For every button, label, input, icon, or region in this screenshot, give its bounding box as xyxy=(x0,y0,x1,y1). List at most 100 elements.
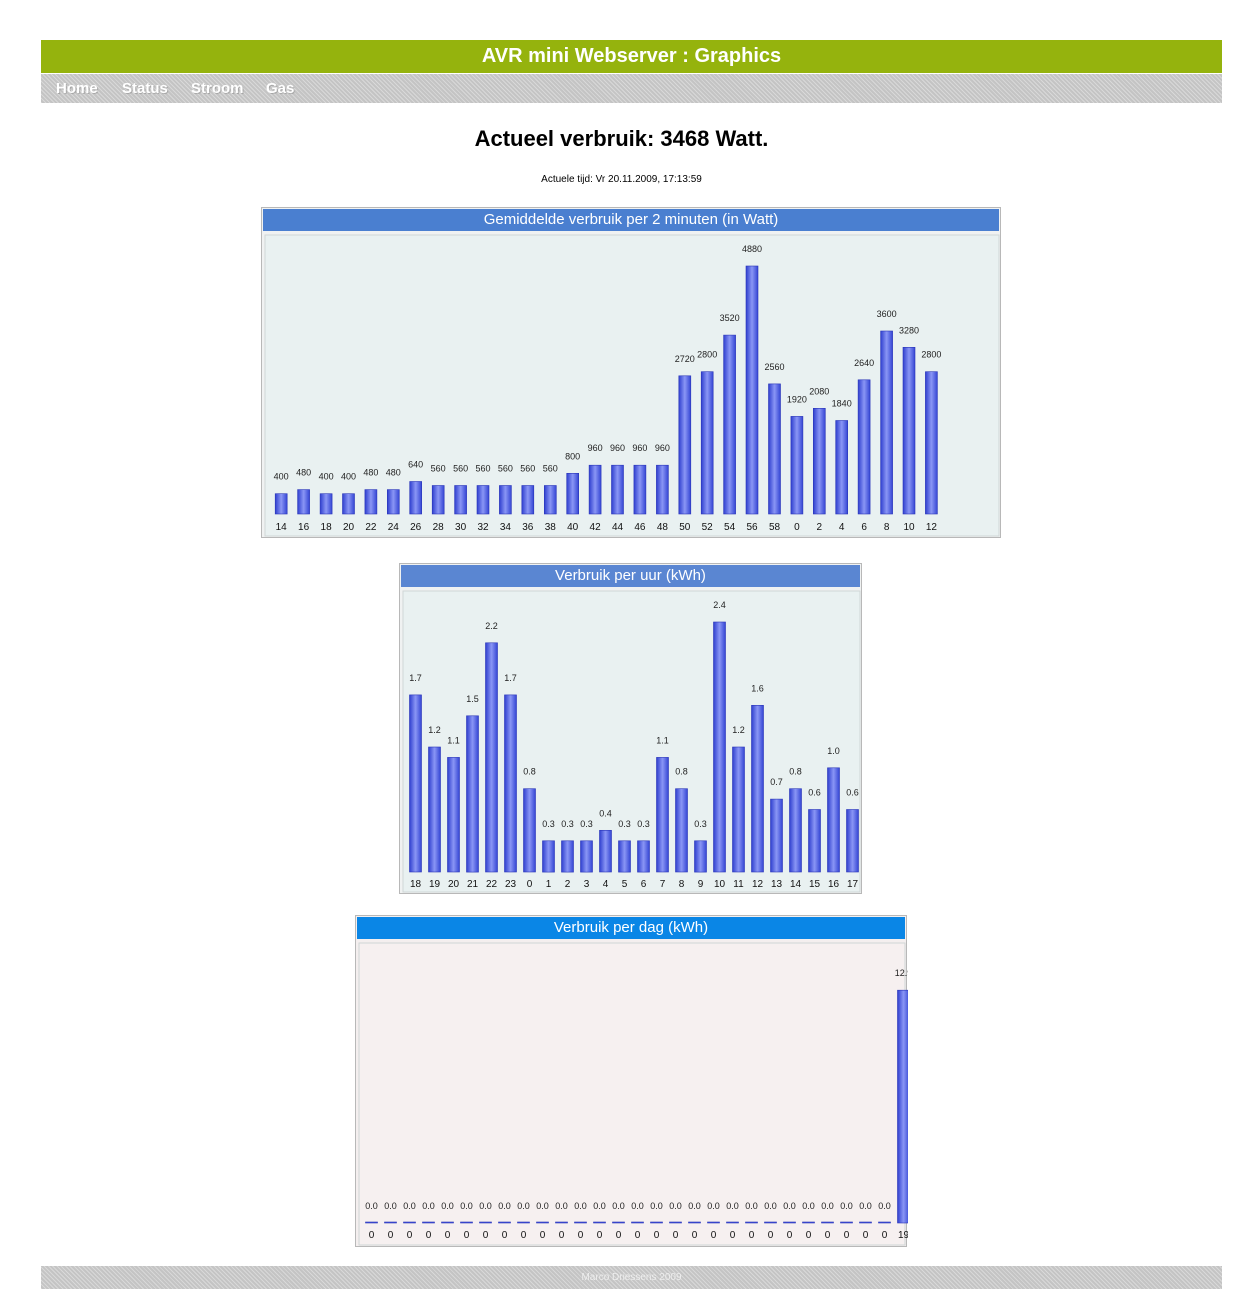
bar-value-label: 0.0 xyxy=(479,1201,492,1211)
category-label: 4 xyxy=(839,522,845,533)
nav-link-home[interactable]: Home xyxy=(56,80,98,97)
bar-value-label: 0.0 xyxy=(726,1201,739,1211)
nav-bar: Home Status Stroom Gas xyxy=(41,74,1222,103)
nav-link-stroom[interactable]: Stroom xyxy=(191,80,244,97)
chart-bar xyxy=(821,1221,834,1224)
bar-value-label: 560 xyxy=(475,464,490,474)
bar-value-label: 2.2 xyxy=(485,621,498,631)
bar-value-label: 0.3 xyxy=(542,819,555,829)
category-label: 2 xyxy=(565,879,571,890)
bar-value-label: 400 xyxy=(319,472,334,482)
category-label: 19 xyxy=(429,879,441,890)
chart-bar xyxy=(441,1221,454,1224)
category-label: 48 xyxy=(657,522,669,533)
bar-value-label: 0.6 xyxy=(808,788,821,798)
category-label: 0 xyxy=(388,1230,394,1241)
chart-bar xyxy=(768,383,781,515)
category-label: 5 xyxy=(622,879,628,890)
category-label: 10 xyxy=(903,522,915,533)
category-label: 13 xyxy=(771,879,783,890)
category-label: 18 xyxy=(410,879,422,890)
bar-value-label: 2080 xyxy=(809,386,829,396)
nav-link-status[interactable]: Status xyxy=(122,80,168,97)
category-label: 0 xyxy=(426,1230,432,1241)
page-title: AVR mini Webserver : Graphics xyxy=(41,40,1222,73)
chart-bar xyxy=(561,840,574,873)
chart-bar xyxy=(827,767,840,873)
category-label: 0 xyxy=(730,1230,736,1241)
chart-bar xyxy=(479,1221,492,1224)
category-label: 0 xyxy=(521,1230,527,1241)
bar-value-label: 0.0 xyxy=(707,1201,720,1211)
bar-value-label: 0.0 xyxy=(498,1201,511,1211)
chart-bar xyxy=(409,694,422,873)
bar-value-label: 960 xyxy=(588,443,603,453)
category-label: 0 xyxy=(787,1230,793,1241)
category-label: 2 xyxy=(817,522,823,533)
category-label: 0 xyxy=(692,1230,698,1241)
chart-bar xyxy=(880,330,893,515)
bar-value-label: 0.0 xyxy=(422,1201,435,1211)
category-label: 7 xyxy=(660,879,666,890)
bar-value-label: 0.0 xyxy=(536,1201,549,1211)
chart-bar xyxy=(637,840,650,873)
chart-bar xyxy=(612,1221,625,1224)
bar-value-label: 0.8 xyxy=(523,767,536,777)
bar-value-label: 3520 xyxy=(720,313,740,323)
category-label: 0 xyxy=(768,1230,774,1241)
chart-bar xyxy=(466,715,479,873)
chart-bar xyxy=(476,485,490,515)
category-label: 24 xyxy=(388,522,400,533)
chart-bar xyxy=(631,1221,644,1224)
chart-bar xyxy=(499,485,512,515)
chart-bar xyxy=(694,840,707,873)
current-time-text: Actuele tijd: Vr 20.11.2009, 17:13:59 xyxy=(541,174,702,185)
category-label: 18 xyxy=(321,522,333,533)
chart-bar xyxy=(599,829,612,873)
bar-value-label: 1.6 xyxy=(751,683,764,693)
chart-bar xyxy=(688,1221,701,1224)
bar-value-label: 1.1 xyxy=(656,735,669,745)
chart-bar xyxy=(431,485,445,515)
bar-value-label: 2.4 xyxy=(713,600,726,610)
chart-bar xyxy=(802,1221,815,1224)
chart-bar xyxy=(700,371,714,515)
chart-bar xyxy=(723,334,736,515)
bar-value-label: 4880 xyxy=(742,244,762,254)
bar-value-label: 0.6 xyxy=(846,788,859,798)
chart-plot: 4001448016400184002048022480246402656028… xyxy=(264,234,1000,537)
bar-value-label: 0.0 xyxy=(650,1201,663,1211)
current-usage-heading: Actueel verbruik: 3468 Watt. xyxy=(474,126,769,151)
chart-bar xyxy=(409,481,422,515)
category-label: 40 xyxy=(567,522,579,533)
category-label: 8 xyxy=(679,879,685,890)
chart-bar xyxy=(555,1221,568,1224)
chart-bar xyxy=(485,642,498,873)
category-label: 26 xyxy=(410,522,422,533)
bar-value-label: 0.0 xyxy=(688,1201,701,1211)
chart-bar xyxy=(364,489,378,515)
bar-value-label: 1.0 xyxy=(827,746,840,756)
bar-value-label: 960 xyxy=(632,443,647,453)
bar-value-label: 0.0 xyxy=(441,1201,454,1211)
category-label: 11 xyxy=(733,879,744,890)
category-label: 56 xyxy=(746,522,758,533)
chart-bar xyxy=(593,1221,606,1224)
chart-bar xyxy=(726,1221,739,1224)
bar-value-label: 0.0 xyxy=(555,1201,568,1211)
bar-value-label: 0.0 xyxy=(783,1201,796,1211)
category-label: 0 xyxy=(464,1230,470,1241)
category-label: 44 xyxy=(612,522,624,533)
category-label: 0 xyxy=(502,1230,508,1241)
category-label: 0 xyxy=(806,1230,812,1241)
bar-value-label: 2640 xyxy=(854,358,874,368)
chart-bar xyxy=(618,840,631,873)
nav-link-gas[interactable]: Gas xyxy=(266,80,295,97)
chart-bar xyxy=(611,464,624,515)
category-label: 14 xyxy=(790,879,802,890)
chart-bar xyxy=(770,798,783,873)
category-label: 36 xyxy=(522,522,534,533)
bar-value-label: 2560 xyxy=(764,362,784,372)
bar-value-label: 960 xyxy=(655,443,670,453)
chart-bar xyxy=(580,840,593,873)
